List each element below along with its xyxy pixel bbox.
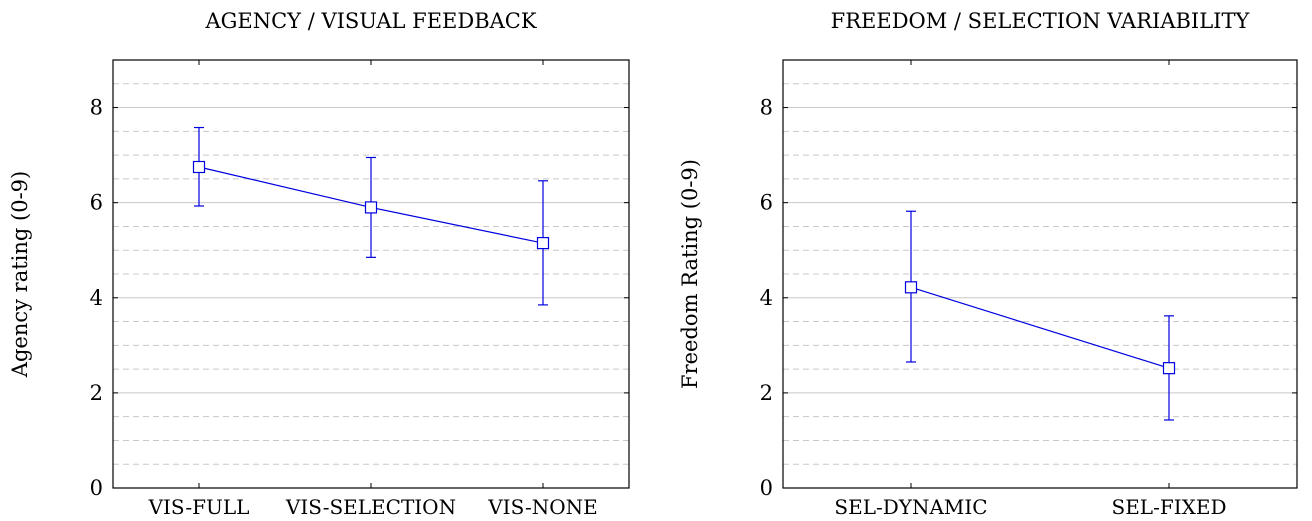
data-point-marker [1162, 362, 1176, 375]
y-axis-label: Freedom Rating (0-9) [678, 159, 702, 389]
y-axis-label: Agency rating (0-9) [8, 171, 32, 378]
y-ticks: 0 2 4 6 8 [90, 96, 629, 500]
y-tick-label: 2 [90, 381, 103, 405]
y-tick-label: 4 [760, 286, 773, 310]
data-point-marker [192, 160, 206, 174]
error-bars [194, 126, 548, 306]
y-tick-label: 0 [760, 476, 773, 500]
markers [904, 281, 1176, 375]
y-tick-label: 8 [90, 96, 103, 120]
x-tick-label: VIS-SELECTION [285, 495, 456, 519]
y-tick-label: 8 [760, 96, 773, 120]
y-tick-label: 2 [760, 381, 773, 405]
y-tick-label: 6 [760, 191, 773, 215]
grid [783, 83, 1297, 465]
chart-title: AGENCY / VISUAL FEEDBACK [204, 9, 536, 33]
error-bars [906, 210, 1174, 421]
plot-frame [112, 59, 630, 489]
y-tick-label: 6 [90, 191, 103, 215]
series-line [910, 286, 1170, 369]
series-line-group [910, 286, 1170, 369]
x-tick-labels: VIS-FULL VIS-SELECTION VIS-NONE [148, 60, 598, 519]
y-tick-label: 4 [90, 286, 103, 310]
x-tick-label: VIS-FULL [148, 495, 250, 519]
chart-agency: AGENCY / VISUAL FEEDBACK Agency rating (… [8, 9, 630, 519]
x-tick-label: SEL-DYNAMIC [834, 495, 987, 519]
chart-freedom: FREEDOM / SELECTION VARIABILITY Freedom … [678, 9, 1298, 519]
x-tick-labels: SEL-DYNAMIC SEL-FIXED [834, 60, 1227, 519]
markers [192, 160, 550, 250]
data-point-marker [536, 236, 550, 250]
data-point-marker [364, 201, 378, 214]
y-ticks: 0 2 4 6 8 [760, 96, 1297, 500]
y-tick-label: 0 [90, 476, 103, 500]
x-tick-label: VIS-NONE [487, 495, 598, 519]
grid [113, 83, 629, 465]
chart-title: FREEDOM / SELECTION VARIABILITY [831, 9, 1251, 33]
plot-frame [782, 59, 1298, 489]
data-point-marker [904, 281, 918, 294]
x-tick-label: SEL-FIXED [1112, 495, 1227, 519]
